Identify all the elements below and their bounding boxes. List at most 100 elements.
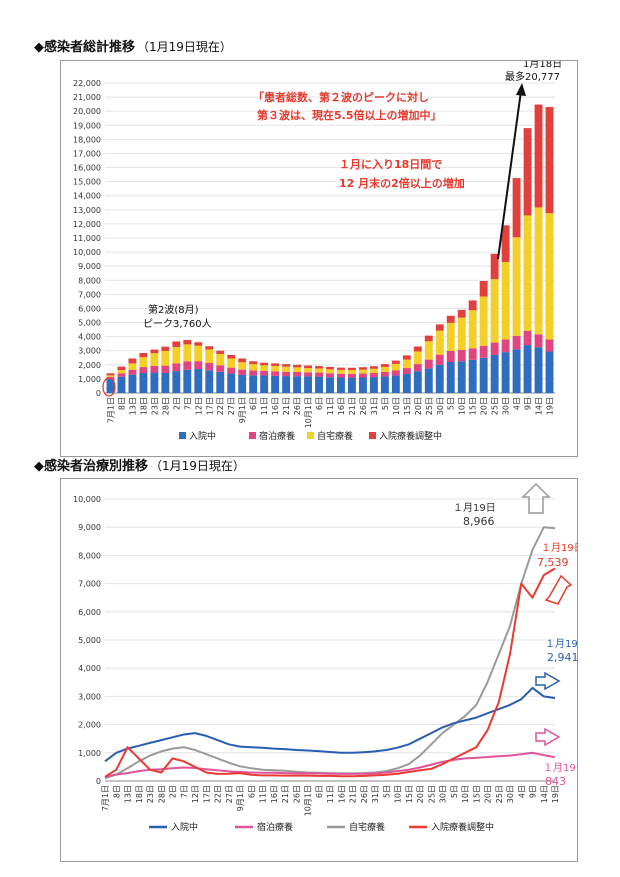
hotel-arrow-icon	[535, 727, 561, 747]
bar-segment-2	[380, 371, 389, 377]
section2-date-note: （1月19日現在）	[150, 459, 245, 473]
y-tick-label: 5,000	[78, 319, 101, 328]
bar-segment-1	[490, 354, 499, 393]
x-tick-label: 10月1日	[304, 785, 313, 816]
x-tick-label: 30日	[502, 397, 511, 415]
bar-segment-1	[402, 373, 411, 393]
section2-title-text: ◆感染者治療別推移	[34, 459, 148, 474]
bar-segment-1	[172, 371, 181, 393]
bar-segment-1	[424, 368, 433, 393]
bar-segment-4	[446, 315, 455, 323]
x-tick-label: 31日	[370, 397, 379, 415]
x-tick-label: 15日	[472, 785, 481, 803]
x-tick-label: 9日	[529, 785, 538, 798]
x-tick-label: 6日	[247, 785, 256, 798]
bar-segment-2	[424, 359, 433, 369]
bar-segment-4	[479, 280, 488, 297]
y-tick-label: 0	[96, 389, 101, 398]
legend-swatch	[179, 432, 186, 439]
annotation-peak-value: 最多20,777	[505, 70, 560, 83]
bar-segment-1	[216, 371, 225, 393]
bar-segment-4	[435, 324, 444, 331]
bar-segment-1	[457, 361, 466, 393]
bar-segment-3	[216, 353, 225, 366]
treatment-line-chart: 0 1,000 2,000 3,000 4,000 5,000 6,000 7,000 8,00…	[73, 482, 588, 833]
bar-segment-2	[523, 331, 532, 346]
bar-segment-2	[227, 367, 236, 374]
bar-segment-2	[337, 373, 345, 378]
bar-segment-2	[161, 365, 170, 373]
bar-segment-4	[282, 364, 291, 367]
y-tick-label: 3,000	[78, 692, 101, 701]
bar-segment-3	[139, 357, 148, 368]
x-tick-label: 9月1日	[236, 785, 245, 811]
x-tick-label: 25日	[427, 785, 436, 803]
bar-segment-2	[293, 372, 302, 377]
bar-segment-3	[337, 369, 345, 374]
bar-segment-3	[457, 317, 466, 351]
bar-segment-4	[369, 366, 378, 369]
x-tick-label: 16日	[337, 785, 346, 803]
y-tick-label: 0	[96, 777, 101, 786]
x-tick-label: 16日	[271, 397, 280, 415]
bar-segment-1	[446, 362, 455, 393]
legend-label: 自宅療養	[317, 430, 353, 442]
bar-segment-4	[523, 128, 532, 216]
bar-segment-1	[161, 372, 170, 393]
bar-segment-3	[128, 363, 137, 370]
x-tick-label: 2日	[169, 785, 178, 798]
x-tick-label: 19日	[546, 397, 555, 415]
bar-segment-4	[304, 365, 312, 369]
annotation-wave2-peak: ピーク3,760人	[143, 318, 212, 330]
x-tick-label: 26日	[360, 785, 369, 803]
bar-segment-1	[435, 364, 444, 393]
x-tick-label: 10日	[392, 397, 401, 415]
x-tick-label: 30日	[506, 785, 515, 803]
bar-segment-3	[293, 367, 302, 373]
y-tick-label: 15,000	[73, 178, 101, 187]
bar-segment-2	[128, 369, 137, 375]
bar-segment-4	[128, 358, 137, 364]
bar-segment-4	[512, 178, 521, 238]
x-tick-label: 15日	[469, 397, 478, 415]
bar-segment-2	[369, 372, 378, 378]
x-tick-label: 11日	[259, 785, 268, 803]
bar-segment-1	[227, 373, 236, 393]
bar-segment-3	[348, 370, 356, 374]
x-tick-label: 30日	[439, 785, 448, 803]
x-tick-label: 19日	[551, 785, 560, 803]
annotation-january-line2: 12 月末の2倍以上の増加	[339, 176, 465, 190]
y-tick-label: 20,000	[73, 107, 101, 116]
x-tick-label: 7日	[183, 397, 192, 410]
x-tick-label: 25日	[425, 397, 434, 415]
bar-segment-2	[315, 372, 323, 377]
bar-segment-2	[271, 371, 280, 376]
bar-segment-4	[150, 349, 159, 354]
legend-label: 宿泊療養	[259, 430, 295, 442]
x-tick-label: 10日	[394, 785, 403, 803]
x-tick-label: 7日	[180, 785, 189, 798]
annotation-wave2: 第2波(8月)	[148, 303, 199, 316]
y-tick-label: 4,000	[78, 664, 101, 673]
bar-segment-3	[545, 213, 554, 340]
y-tick-label: 12,000	[73, 220, 101, 229]
bar-segment-2	[413, 364, 422, 372]
bar-segment-3	[194, 345, 203, 362]
annotation-hotel-date: １月19日	[543, 762, 577, 774]
bar-segment-3	[117, 370, 126, 374]
bar-segment-2	[260, 370, 269, 376]
bar-segment-2	[435, 354, 444, 365]
y-tick-label: 5,000	[78, 636, 101, 645]
y-tick-label: 13,000	[73, 206, 101, 215]
bar-segment-3	[468, 310, 477, 349]
bar-segment-4	[216, 350, 225, 354]
y-tick-label: 1,000	[78, 375, 101, 384]
x-tick-label: 10日	[461, 785, 470, 803]
bar-segment-4	[337, 367, 345, 370]
bar-segment-3	[523, 215, 532, 331]
bar-segment-3	[435, 330, 444, 355]
bar-segment-3	[304, 368, 312, 373]
x-tick-label: 11日	[326, 397, 335, 415]
x-tick-label: 30日	[436, 397, 445, 415]
x-tick-label: 23日	[146, 785, 155, 803]
